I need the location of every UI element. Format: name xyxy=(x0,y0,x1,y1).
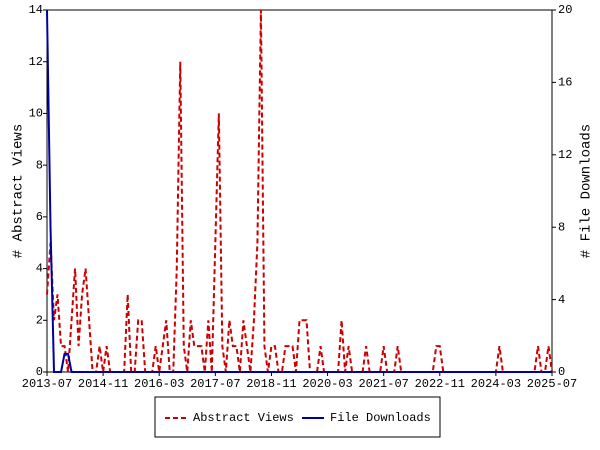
y2-tick-label: 20 xyxy=(558,3,572,17)
x-tick-label: 2018-11 xyxy=(246,377,296,391)
y2-tick-label: 16 xyxy=(558,76,572,90)
x-tick-label: 2022-11 xyxy=(415,377,465,391)
y2-tick-label: 12 xyxy=(558,148,572,162)
x-tick-label: 2024-03 xyxy=(471,377,521,391)
legend-box xyxy=(154,396,441,438)
y-tick-label: 14 xyxy=(29,3,43,17)
y-tick-label: 10 xyxy=(29,107,43,121)
y-tick-label: 8 xyxy=(36,158,43,172)
y-tick-label: 12 xyxy=(29,55,43,69)
plot-frame xyxy=(46,9,553,373)
y-tick-label: 4 xyxy=(36,262,43,276)
x-tick-label: 2025-07 xyxy=(527,377,577,391)
y2-tick-label: 8 xyxy=(558,220,565,234)
x-tick-label: 2021-07 xyxy=(358,377,408,391)
legend-label: Abstract Views xyxy=(193,411,294,425)
y-tick-label: 6 xyxy=(36,210,43,224)
x-tick-label: 2014-11 xyxy=(78,377,128,391)
legend-label: File Downloads xyxy=(330,411,431,425)
series-line xyxy=(46,9,552,373)
x-tick-label: 2020-03 xyxy=(302,377,352,391)
x-tick-label: 2016-03 xyxy=(134,377,184,391)
series-line xyxy=(46,9,553,373)
y-tick-label: 2 xyxy=(36,313,43,327)
y2-tick-label: 4 xyxy=(558,293,565,307)
y2-tick-label: 0 xyxy=(558,365,565,379)
y-axis-label: # Abstract Views xyxy=(11,124,27,258)
y2-axis-label: # File Downloads xyxy=(579,124,595,258)
y-tick-label: 0 xyxy=(36,365,43,379)
x-tick-label: 2013-07 xyxy=(22,377,72,391)
x-tick-label: 2017-07 xyxy=(190,377,240,391)
